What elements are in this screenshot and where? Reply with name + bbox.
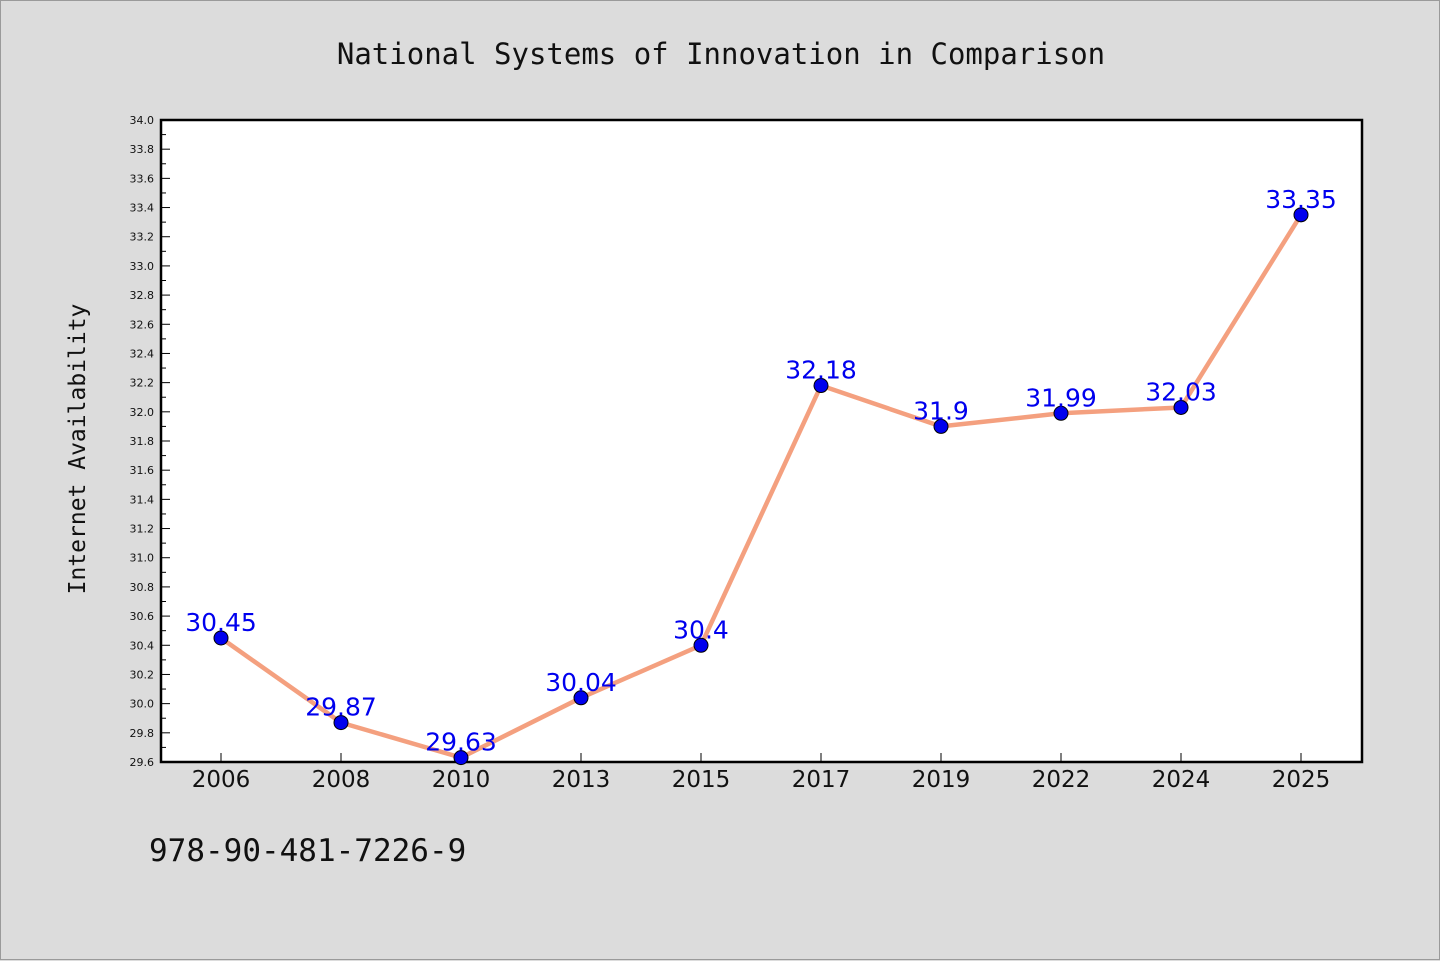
data-point (453, 750, 469, 766)
data-point (813, 378, 829, 394)
y-tick-label: 31.0 (130, 552, 155, 565)
series-layer: 30.45 29.87 29.63 30.04 30.4 32.18 31.9 31.99 32… (185, 185, 1337, 766)
y-tick-label: 34.0 (130, 114, 155, 127)
y-tick-label: 33.6 (130, 172, 155, 185)
isbn-text: 978-90-481-7226-9 (149, 833, 467, 869)
data-point (933, 418, 949, 434)
y-tick-label: 33.4 (130, 202, 155, 215)
series-line (218, 212, 1304, 760)
plot-area (159, 118, 1364, 764)
data-point (573, 690, 589, 706)
y-axis: 29.6 29.8 30.0 30.2 30.4 30.6 30.8 31.0 31.2 31.4… (130, 114, 170, 769)
y-tick-label: 30.8 (130, 581, 155, 594)
y-tick-label: 29.6 (130, 756, 155, 769)
data-label: 29.63 (425, 728, 497, 757)
y-tick-label: 33.2 (130, 231, 155, 244)
y-tick-label: 32.4 (130, 347, 155, 360)
x-tick-label: 2019 (912, 767, 971, 793)
y-tick-label: 32.2 (130, 377, 155, 390)
y-tick-label: 30.4 (130, 639, 155, 652)
y-tick-label: 31.4 (130, 493, 155, 506)
y-tick-label: 31.2 (130, 523, 155, 536)
data-point (213, 630, 229, 646)
y-tick-label: 30.0 (130, 698, 155, 711)
x-tick-label: 2017 (792, 767, 851, 793)
y-tick-label: 31.8 (130, 435, 155, 448)
x-tick-label: 2025 (1272, 767, 1331, 793)
data-label: 33.35 (1265, 185, 1337, 214)
y-tick-label: 32.8 (130, 289, 155, 302)
y-axis-label: Internet Availability (65, 304, 91, 595)
x-tick-label: 2022 (1032, 767, 1091, 793)
x-tick-label: 2013 (552, 767, 611, 793)
data-label: 32.03 (1145, 377, 1217, 406)
data-point (1053, 405, 1069, 421)
data-label: 30.4 (673, 615, 729, 644)
x-tick-label: 2010 (432, 767, 491, 793)
y-tick-label: 29.8 (130, 727, 155, 740)
y-tick-label: 30.2 (130, 668, 155, 681)
data-label: 30.45 (185, 608, 257, 637)
data-point (693, 637, 709, 653)
y-tick-label: 30.6 (130, 610, 155, 623)
data-label: 32.18 (785, 356, 857, 385)
data-label: 31.99 (1025, 383, 1097, 412)
data-point (333, 715, 349, 731)
y-tick-label: 32.0 (130, 406, 155, 419)
y-tick-label: 33.0 (130, 260, 155, 273)
data-point (1173, 399, 1189, 415)
chart-title: National Systems of Innovation in Compar… (337, 37, 1105, 71)
y-tick-label: 31.6 (130, 464, 155, 477)
data-point (1293, 207, 1309, 223)
data-label: 30.04 (545, 668, 617, 697)
x-tick-label: 2008 (312, 767, 371, 793)
x-tick-label: 2015 (672, 767, 731, 793)
y-tick-label: 33.8 (130, 143, 155, 156)
x-tick-label: 2024 (1152, 767, 1211, 793)
x-axis: 2006 2008 2010 2013 2015 2017 2019 2022 2024 2025 (192, 753, 1331, 793)
x-tick-label: 2006 (192, 767, 251, 793)
y-tick-label: 32.6 (130, 318, 155, 331)
data-label: 29.87 (305, 693, 377, 722)
data-label: 31.9 (913, 396, 969, 425)
